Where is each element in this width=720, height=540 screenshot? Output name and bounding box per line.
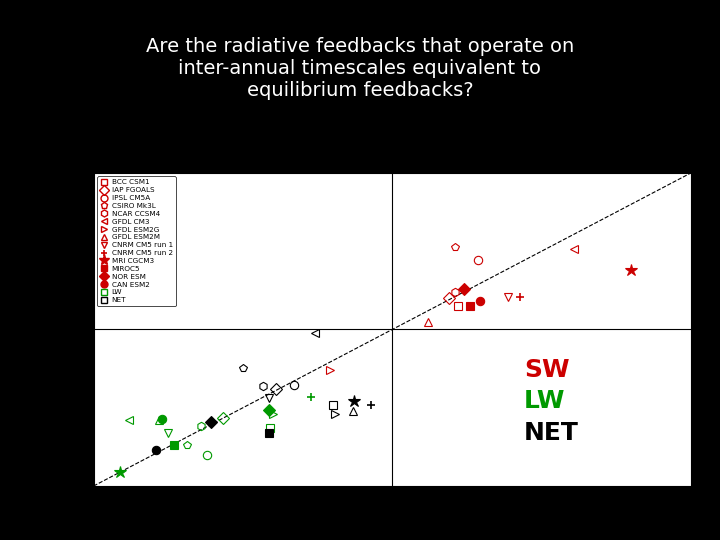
Text: LW: LW: [524, 389, 565, 414]
Text: SW: SW: [524, 358, 570, 382]
Text: Are the radiative feedbacks that operate on
inter-annual timescales equivalent t: Are the radiative feedbacks that operate…: [146, 37, 574, 99]
X-axis label: Feedback parameter from inter annual variability (W m⁻² K⁻¹): Feedback parameter from inter annual var…: [232, 511, 553, 521]
Text: NET: NET: [524, 421, 579, 445]
Y-axis label: Feedback parameter from 4XCO₂ simulations (W m⁻² K⁻¹): Feedback parameter from 4XCO₂ simulation…: [43, 180, 53, 479]
Legend: BCC CSM1, IAP FGOALS, IPSL CM5A, CSIRO Mk3L, NCAR CCSM4, GFDL CM3, GFDL ESM2G, G: BCC CSM1, IAP FGOALS, IPSL CM5A, CSIRO M…: [97, 177, 176, 306]
Title: Comparison of inter-annual vs. externally forced climate feedbacks: Comparison of inter-annual vs. externall…: [217, 157, 568, 166]
